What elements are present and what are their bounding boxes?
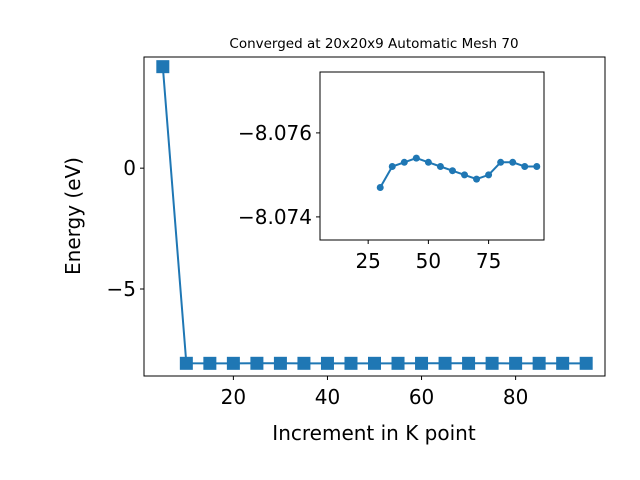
inset-data-point-8 — [473, 175, 481, 183]
inset-data-point-5 — [436, 163, 444, 170]
inset-data-point-3 — [412, 154, 420, 162]
main-x-tick-label-0: 20 — [221, 385, 246, 409]
main-data-point-10 — [391, 356, 405, 370]
main-data-point-6 — [297, 356, 311, 370]
inset-data-point-0 — [376, 184, 384, 191]
main-y-tick-label-1: 0 — [123, 156, 136, 180]
inset-data-point-7 — [461, 171, 469, 179]
inset-data-point-12 — [521, 163, 529, 170]
inset-data-point-11 — [509, 158, 517, 166]
main-data-point-9 — [368, 356, 381, 370]
inset-data-point-9 — [485, 171, 493, 179]
inset-data-point-2 — [400, 158, 408, 166]
main-x-tick-label-2: 60 — [409, 385, 434, 409]
x-axis-label: Increment in K point — [272, 421, 476, 445]
inset-data-point-10 — [497, 158, 505, 166]
main-data-point-16 — [532, 356, 546, 370]
main-y-tick-label-0: −5 — [107, 277, 136, 301]
main-y-axis-ticks: −5 0 — [107, 156, 144, 301]
main-data-point-3 — [226, 356, 240, 370]
main-x-axis-ticks: 20 40 60 80 — [221, 376, 528, 409]
inset-y-tick-label-1: −8.074 — [238, 205, 312, 229]
main-data-point-1 — [179, 356, 193, 370]
main-x-tick-label-3: 80 — [503, 385, 528, 409]
main-x-tick-label-1: 40 — [315, 385, 340, 409]
inset-data-point-4 — [424, 158, 432, 166]
main-data-point-8 — [344, 356, 358, 370]
main-data-point-15 — [509, 356, 523, 370]
inset-plot-frame — [319, 71, 545, 241]
main-data-point-2 — [203, 356, 217, 370]
inset-data-point-13 — [533, 163, 541, 170]
main-data-point-7 — [320, 356, 334, 370]
main-data-point-0 — [156, 60, 170, 74]
main-plot-frame — [143, 56, 606, 377]
main-data-point-5 — [273, 356, 287, 370]
inset-series-markers — [376, 154, 541, 191]
inset-plot: 25 50 75 −8.076 −8.074 — [238, 71, 545, 273]
main-data-point-11 — [415, 356, 429, 370]
main-data-point-14 — [485, 356, 499, 370]
main-series-markers — [156, 60, 593, 370]
inset-x-tick-label-1: 50 — [416, 249, 441, 273]
inset-x-tick-label-2: 75 — [476, 249, 501, 273]
inset-x-axis-ticks: 25 50 75 — [355, 240, 501, 273]
main-data-point-4 — [250, 356, 264, 370]
main-plot: 20 40 60 80 −5 0 Increment in K point Energy… — [61, 56, 606, 445]
inset-data-point-6 — [448, 167, 456, 175]
inset-background — [320, 72, 544, 240]
main-data-point-13 — [462, 356, 476, 370]
inset-x-tick-label-0: 25 — [355, 249, 380, 273]
main-data-point-12 — [438, 356, 452, 370]
inset-y-axis-ticks: −8.076 −8.074 — [238, 121, 320, 229]
inset-data-point-1 — [388, 163, 396, 170]
inset-y-tick-label-0: −8.076 — [238, 121, 312, 145]
main-data-point-17 — [556, 356, 570, 370]
chart-title: Converged at 20x20x9 Automatic Mesh 70 — [229, 36, 518, 52]
main-data-point-18 — [579, 356, 593, 370]
y-axis-label: Energy (eV) — [61, 157, 85, 275]
